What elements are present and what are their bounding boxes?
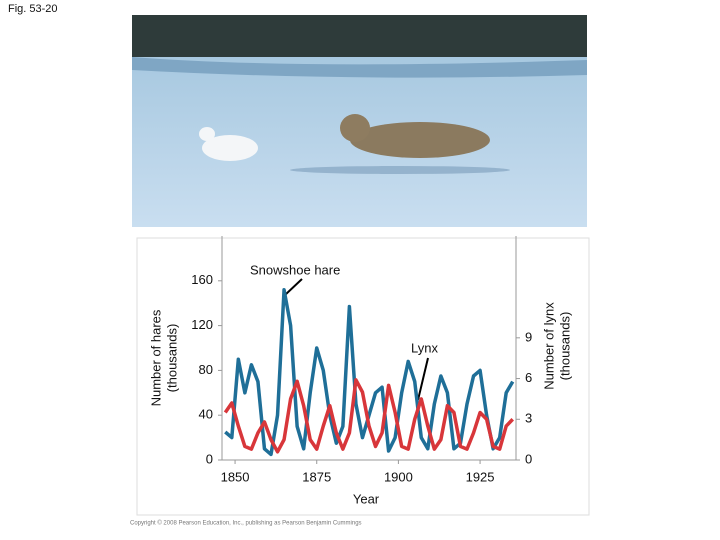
annotation: Lynx [411, 340, 438, 355]
y2-tick-label: 9 [525, 329, 532, 344]
y2-axis-label: Number of lynx [541, 302, 556, 390]
chart-panel [136, 237, 590, 516]
y2-axis-label: (thousands) [557, 312, 572, 381]
figure-label: Fig. 53-20 [8, 3, 58, 15]
y2-tick-label: 0 [525, 451, 532, 466]
y-tick-label: 80 [199, 362, 213, 377]
series-line [223, 378, 514, 454]
photo [132, 15, 587, 227]
y-axis-label: Number of hares [148, 309, 163, 406]
y-tick-label: 0 [206, 451, 213, 466]
x-axis-label: Year [353, 491, 380, 506]
x-tick-label: 1850 [221, 469, 250, 484]
copyright: Copyright © 2008 Pearson Education, Inc.… [130, 520, 362, 527]
y-tick-label: 120 [191, 317, 213, 332]
x-tick-label: 1900 [384, 469, 413, 484]
x-tick-label: 1875 [302, 469, 331, 484]
y-axis-label: (thousands) [164, 324, 179, 393]
y2-tick-label: 3 [525, 411, 532, 426]
y-tick-label: 160 [191, 272, 213, 287]
annotation: Snowshoe hare [250, 262, 340, 277]
y2-tick-label: 6 [525, 370, 532, 385]
annotation-arrow [417, 357, 429, 401]
annotation-arrow [284, 278, 303, 296]
x-tick-label: 1925 [466, 469, 495, 484]
y-tick-label: 40 [199, 407, 213, 422]
